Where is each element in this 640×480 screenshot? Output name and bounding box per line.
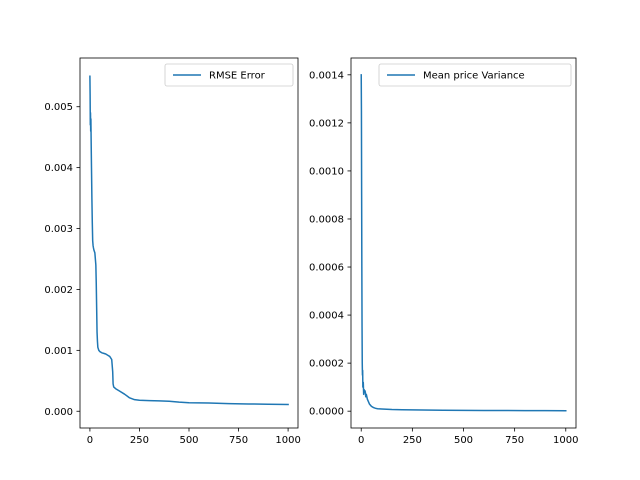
mean-price-variance-subplot: 0 250 500 750 1000 0.0000 0.0002 0.0004 0.0006 0.… xyxy=(309,57,578,446)
legend-label: RMSE Error xyxy=(209,71,266,82)
y-tick-label: 0.0004 xyxy=(309,311,344,322)
x-tick-label: 500 xyxy=(454,435,473,446)
y-tick-label: 0.0002 xyxy=(309,359,344,370)
y-tick-label: 0.003 xyxy=(44,224,73,235)
x-tick-label: 250 xyxy=(130,435,149,446)
y-tick-label: 0.002 xyxy=(44,285,73,296)
y-tick-label: 0.0006 xyxy=(309,263,344,274)
legend-box xyxy=(164,63,294,87)
y-tick-label: 0.0000 xyxy=(309,407,344,418)
y-tick-label: 0.0014 xyxy=(309,70,344,81)
y-tick-label: 0.0008 xyxy=(309,214,344,225)
series-line-0 xyxy=(89,75,289,406)
y-tick-label: 0.0012 xyxy=(309,118,344,129)
legend: Mean price Variance xyxy=(378,63,572,87)
legend: RMSE Error xyxy=(164,63,294,87)
legend-box xyxy=(378,63,572,87)
series-line-0 xyxy=(360,74,567,412)
y-tick-label: 0.004 xyxy=(44,163,73,174)
rmse-error-subplot: 0 250 500 750 1000 0.000 0.001 0.002 0.003 0.004 0… xyxy=(44,57,301,446)
x-tick-label: 0 xyxy=(358,435,364,446)
x-tick-label: 250 xyxy=(403,435,422,446)
x-tick-label: 750 xyxy=(505,435,524,446)
x-tick-label: 1000 xyxy=(275,435,300,446)
x-tick-label: 750 xyxy=(229,435,248,446)
y-tick-label: 0.001 xyxy=(44,346,73,357)
x-tick-label: 500 xyxy=(179,435,198,446)
legend-label: Mean price Variance xyxy=(423,71,525,82)
x-tick-label: 0 xyxy=(87,435,93,446)
x-tick-label: 1000 xyxy=(553,435,578,446)
y-tick-label: 0.0010 xyxy=(309,166,344,177)
y-tick-label: 0.000 xyxy=(44,407,73,418)
y-tick-label: 0.005 xyxy=(44,102,73,113)
